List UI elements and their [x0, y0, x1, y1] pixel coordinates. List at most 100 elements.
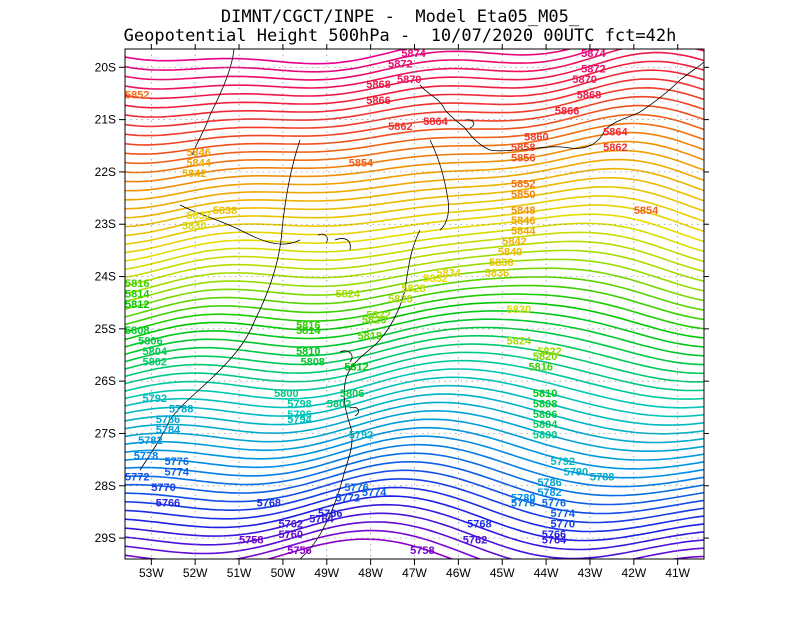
contour-line-5834 — [125, 204, 704, 254]
contour-line-5792 — [125, 384, 704, 426]
contour-label: 5858 — [511, 142, 535, 154]
contour-label: 5854 — [349, 158, 374, 170]
contour-label: 5786 — [537, 477, 561, 489]
contour-label: 5834 — [436, 268, 461, 280]
contour-label: 5770 — [550, 519, 574, 531]
contour-label: 5842 — [182, 168, 206, 180]
contour-line-5864 — [125, 69, 704, 118]
contour-label: 5820 — [533, 351, 557, 363]
contour-label: 5772 — [336, 492, 360, 504]
contour-line-5768 — [125, 486, 704, 533]
contour-label: 5776 — [164, 456, 188, 468]
contour-line-5862 — [125, 78, 704, 128]
contour-label: 5800 — [533, 430, 557, 442]
contour-label: 5778 — [511, 498, 535, 510]
contour-label: 5844 — [186, 158, 211, 170]
contour-label: 5874 — [401, 48, 426, 60]
contour-line-5784 — [125, 418, 704, 461]
contour-label: 5862 — [388, 121, 412, 133]
contour-label: 5864 — [423, 116, 448, 128]
contour-lines — [125, 49, 704, 559]
contour-line-5858 — [125, 95, 704, 146]
contour-label: 5788 — [590, 472, 614, 484]
contour-label: 5782 — [138, 435, 162, 447]
contour-label: 5816 — [529, 362, 553, 374]
contour-label: 5836 — [485, 268, 509, 280]
contour-label: 5862 — [603, 142, 627, 154]
contour-label: 5852 — [511, 179, 535, 191]
contour-label: 5812 — [125, 299, 149, 311]
contour-label: 5820 — [362, 315, 386, 327]
contour-line-5840 — [125, 177, 704, 228]
lon-tick-label: 41W — [665, 566, 690, 580]
contour-label: 5788 — [169, 404, 193, 416]
contour-line-5854 — [125, 113, 704, 165]
lon-tick-label: 47W — [402, 566, 427, 580]
lat-tick-label: 27S — [95, 426, 116, 440]
contour-label: 5814 — [296, 325, 321, 337]
contour-line-5848 — [125, 140, 704, 192]
contour-line-5872 — [125, 49, 599, 81]
contour-label: 5770 — [151, 482, 175, 494]
contour-label: 5842 — [502, 236, 526, 248]
contour-label: 5808 — [125, 325, 149, 337]
contour-label: 5762 — [279, 519, 303, 531]
contour-line-5788 — [125, 401, 704, 444]
contour-label: 5844 — [511, 226, 536, 238]
lon-tick-label: 44W — [534, 566, 559, 580]
contour-line-5842 — [125, 167, 704, 219]
contour-label: 5774 — [164, 466, 189, 478]
contour-label: 5840 — [498, 247, 522, 259]
contour-label: 5792 — [550, 456, 574, 468]
contour-line-5756 — [265, 538, 455, 559]
contour-line-5806 — [125, 326, 704, 366]
contour-label: 5826 — [388, 294, 412, 306]
lon-tick-label: 43W — [578, 566, 603, 580]
lat-tick-label: 25S — [95, 322, 116, 336]
contour-label: 5876 — [436, 32, 460, 44]
contour-label: 5814 — [125, 288, 150, 300]
contour-label: 5830 — [182, 220, 206, 232]
latitude-axis: 20S 21S 22S 23S 24S 25S 26S 27S 28S 29S — [95, 60, 709, 545]
contour-line-5860 — [125, 86, 704, 137]
contour-label: 5846 — [186, 147, 210, 159]
contour-line-5776 — [125, 452, 704, 497]
contour-label: 5766 — [542, 529, 566, 541]
contour-line-5774 — [125, 461, 704, 506]
contour-label: 5794 — [287, 414, 312, 426]
contour-label: 5810 — [533, 388, 557, 400]
contour-label: 5846 — [511, 215, 535, 227]
contour-label: 5764 — [309, 513, 334, 525]
contour-line-5772 — [125, 469, 704, 515]
contour-line-5758 — [125, 529, 704, 559]
contour-label: 5830 — [507, 304, 531, 316]
lon-tick-label: 52W — [183, 566, 208, 580]
contour-label: 5828 — [401, 283, 425, 295]
contour-label: 5806 — [340, 388, 364, 400]
contour-label: 5786 — [156, 414, 180, 426]
contour-label: 5792 — [349, 430, 373, 442]
contour-label: 5778 — [134, 451, 158, 463]
contour-line-5826 — [125, 240, 704, 287]
contour-label: 5872 — [388, 58, 412, 70]
contour-line-5804 — [125, 335, 704, 375]
contour-line-5782 — [125, 426, 704, 470]
contour-label: 5868 — [366, 79, 390, 91]
contour-label: 5852 — [125, 90, 149, 102]
contour-label: 5818 — [357, 330, 381, 342]
lon-tick-label: 46W — [446, 566, 471, 580]
contour-label: 5824 — [336, 288, 361, 300]
contour-label: 5766 — [156, 498, 180, 510]
chart-title-line-2: Geopotential Height 500hPa - 10/07/2020 … — [123, 26, 677, 46]
contour-line-5870 — [125, 49, 704, 90]
contour-line-5832 — [125, 213, 704, 262]
contour-line-5822 — [125, 258, 704, 303]
lon-tick-label: 53W — [139, 566, 164, 580]
contour-line-5786 — [125, 409, 704, 452]
lon-tick-label: 45W — [490, 566, 515, 580]
lat-tick-label: 20S — [95, 60, 116, 74]
contour-label: 5782 — [537, 487, 561, 499]
lat-tick-label: 29S — [95, 531, 116, 545]
